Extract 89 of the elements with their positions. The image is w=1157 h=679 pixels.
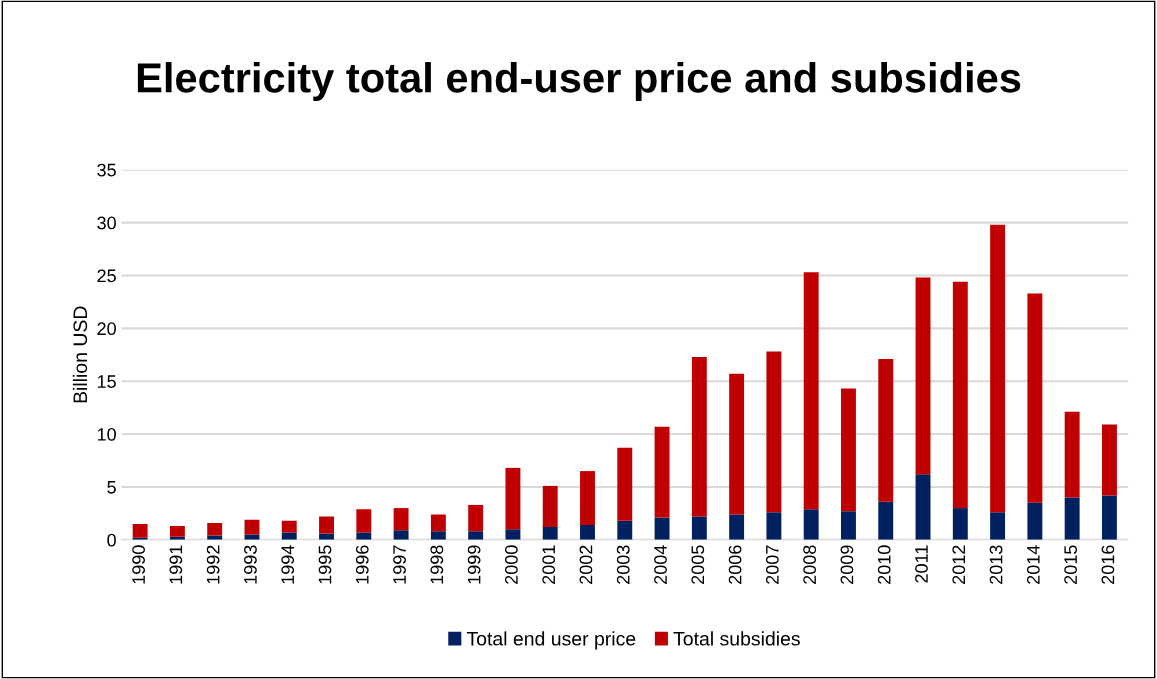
bar (356, 509, 372, 533)
bar (468, 531, 484, 540)
bar (393, 508, 409, 531)
x-tick-label: 2002 (579, 545, 593, 584)
bar (281, 532, 297, 540)
y-tick-label: 5 (107, 481, 116, 494)
x-tick-label: 2004 (654, 545, 667, 584)
x-tick-label: 2001 (542, 545, 556, 584)
x-tick-label: 1995 (318, 545, 332, 584)
bar (841, 511, 856, 540)
x-tick-label: 1996 (355, 545, 369, 584)
x-tick-label: 1993 (244, 545, 257, 584)
bar (430, 514, 446, 532)
bar (1027, 502, 1043, 540)
bar (803, 509, 819, 540)
bar (803, 272, 819, 510)
bar (915, 277, 931, 475)
x-tick-label: 2009 (840, 545, 854, 584)
bar (505, 529, 521, 540)
y-tick-label: 20 (97, 322, 116, 336)
x-tick-label: 1998 (430, 545, 444, 584)
bar (766, 351, 782, 513)
bar (542, 485, 558, 528)
x-tick-label: 1994 (281, 545, 295, 584)
bar (319, 533, 334, 540)
bar (990, 224, 1006, 513)
bar (617, 520, 633, 540)
x-tick-label: 2003 (616, 545, 630, 584)
y-tick-label: 15 (97, 375, 116, 388)
x-tick-label: 2015 (1064, 545, 1077, 584)
bar (580, 471, 595, 525)
bar (207, 522, 223, 536)
bar (281, 520, 297, 533)
chart-title: Electricity total end-user price and subsidies (137, 62, 1021, 101)
bar (393, 530, 409, 540)
legend-label: Total end user price (466, 631, 636, 650)
x-tick-label: 2007 (765, 545, 779, 584)
y-tick-label: 0 (107, 533, 116, 547)
bar (542, 527, 558, 540)
bar (132, 523, 148, 538)
bar (169, 526, 185, 537)
x-tick-label: 2013 (989, 545, 1003, 584)
bar (952, 508, 968, 540)
y-tick-label: 35 (97, 163, 116, 177)
x-tick-label: 2008 (803, 545, 817, 584)
bar (468, 504, 484, 532)
bar (990, 512, 1006, 540)
bar (691, 516, 707, 540)
y-tick-label: 25 (97, 269, 116, 283)
y-axis-title: Billion USD (72, 306, 88, 403)
bar (1101, 424, 1117, 496)
bar (356, 532, 372, 540)
x-tick-label: 2014 (1026, 545, 1040, 584)
bar (729, 514, 745, 540)
bar (244, 519, 260, 535)
x-tick-label: 2006 (728, 545, 742, 584)
y-tick-label: 10 (97, 428, 116, 441)
bar (1101, 495, 1117, 540)
bar (580, 525, 595, 540)
bar (878, 359, 894, 502)
bar (617, 447, 633, 521)
x-tick-label: 1999 (467, 545, 481, 584)
bar (319, 516, 334, 534)
x-tick-label: 2012 (952, 545, 966, 584)
x-tick-label: 2016 (1101, 545, 1115, 584)
bar (1064, 411, 1080, 498)
bar (654, 426, 670, 518)
bar (691, 356, 707, 517)
bar (952, 281, 968, 509)
x-tick-label: 2011 (915, 545, 928, 583)
bar (1027, 293, 1043, 503)
bar (430, 531, 446, 540)
bar (841, 388, 856, 512)
x-tick-label: 1990 (132, 545, 145, 584)
x-tick-label: 1997 (393, 545, 406, 584)
x-tick-label: 1991 (169, 545, 183, 584)
bar (654, 517, 670, 540)
legend-label: Total subsidies (673, 631, 800, 646)
bar (878, 501, 894, 540)
x-tick-label: 2000 (505, 545, 518, 584)
bar (915, 474, 931, 540)
bar (766, 512, 782, 540)
x-tick-label: 2005 (691, 545, 705, 584)
x-tick-label: 2010 (877, 545, 891, 584)
x-tick-label: 1992 (206, 545, 220, 584)
bar (729, 373, 745, 515)
bar (1064, 497, 1080, 540)
bar (505, 467, 521, 530)
y-tick-label: 30 (97, 216, 116, 230)
